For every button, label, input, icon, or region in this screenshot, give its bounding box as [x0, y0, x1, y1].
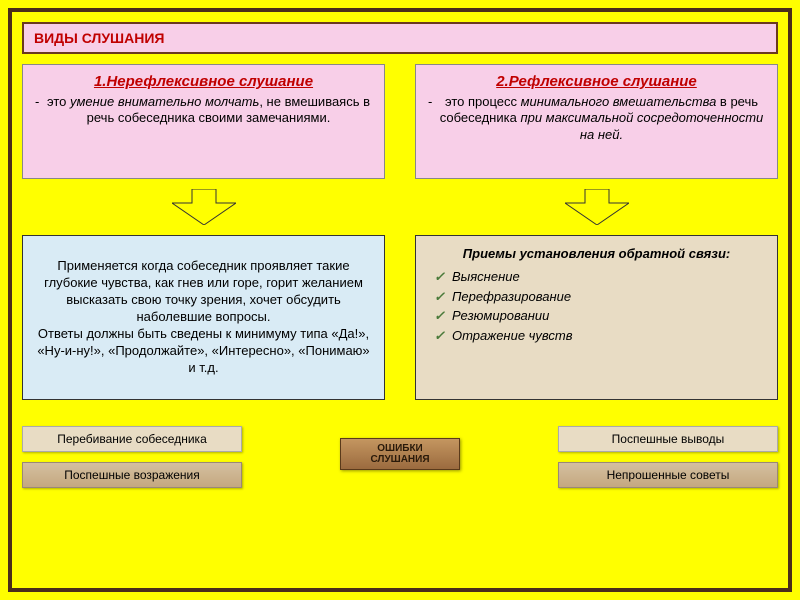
error-left-2: Поспешные возражения [22, 462, 242, 488]
list-item: Отражение чувств [434, 326, 763, 346]
right-methods-box: Приемы установления обратной связи: Выяс… [415, 235, 778, 400]
left-title: 1.Нерефлексивное слушание [35, 73, 372, 90]
error-right-1: Поспешные выводы [558, 426, 778, 452]
right-column: 2.Рефлексивное слушание - это процесс ми… [415, 64, 778, 400]
right-desc-pre: это процесс [445, 94, 521, 109]
left-definition-box: 1.Нерефлексивное слушание - это умение в… [22, 64, 385, 179]
content: ВИДЫ СЛУШАНИЯ 1.Нерефлексивное слушание … [12, 12, 788, 588]
arrow-down-icon [565, 189, 629, 225]
left-detail-p2: Ответы должны быть сведены к минимуму ти… [35, 326, 372, 377]
list-item: Перефразирование [434, 287, 763, 307]
left-desc: - это умение внимательно молчать, не вме… [35, 94, 372, 127]
right-desc: - это процесс минимального вмешательства… [428, 94, 765, 143]
left-detail-box: Применяется когда собеседник проявляет т… [22, 235, 385, 400]
left-detail-p1: Применяется когда собеседник проявляет т… [35, 258, 372, 326]
frame: ВИДЫ СЛУШАНИЯ 1.Нерефлексивное слушание … [8, 8, 792, 592]
right-definition-box: 2.Рефлексивное слушание - это процесс ми… [415, 64, 778, 179]
methods-title: Приемы установления обратной связи: [430, 246, 763, 261]
right-desc-it1: минимального вмешательства [521, 94, 717, 109]
errors-row: Перебивание собеседника Поспешные возраж… [22, 420, 778, 505]
errors-center: ОШИБКИ СЛУШАНИЯ [340, 438, 460, 470]
left-column: 1.Нерефлексивное слушание - это умение в… [22, 64, 385, 400]
left-desc-pre: это [47, 94, 70, 109]
header-bar: ВИДЫ СЛУШАНИЯ [22, 22, 778, 54]
slide: ВИДЫ СЛУШАНИЯ 1.Нерефлексивное слушание … [0, 0, 800, 600]
arrow-down-icon [172, 189, 236, 225]
error-left-1: Перебивание собеседника [22, 426, 242, 452]
left-desc-italic: умение внимательно молчать [70, 94, 259, 109]
errors-badge: ОШИБКИ СЛУШАНИЯ [340, 438, 460, 470]
list-item: Резюмировании [434, 306, 763, 326]
list-item: Выяснение [434, 267, 763, 287]
right-title: 2.Рефлексивное слушание [428, 73, 765, 90]
dash-icon: - [428, 94, 432, 110]
dash-icon: - [35, 94, 39, 110]
error-right-2: Непрошенные советы [558, 462, 778, 488]
columns: 1.Нерефлексивное слушание - это умение в… [22, 64, 778, 400]
right-desc-it2: при максимальной сосредоточенности на не… [520, 110, 763, 141]
methods-list: Выяснение Перефразирование Резюмировании… [434, 267, 763, 345]
